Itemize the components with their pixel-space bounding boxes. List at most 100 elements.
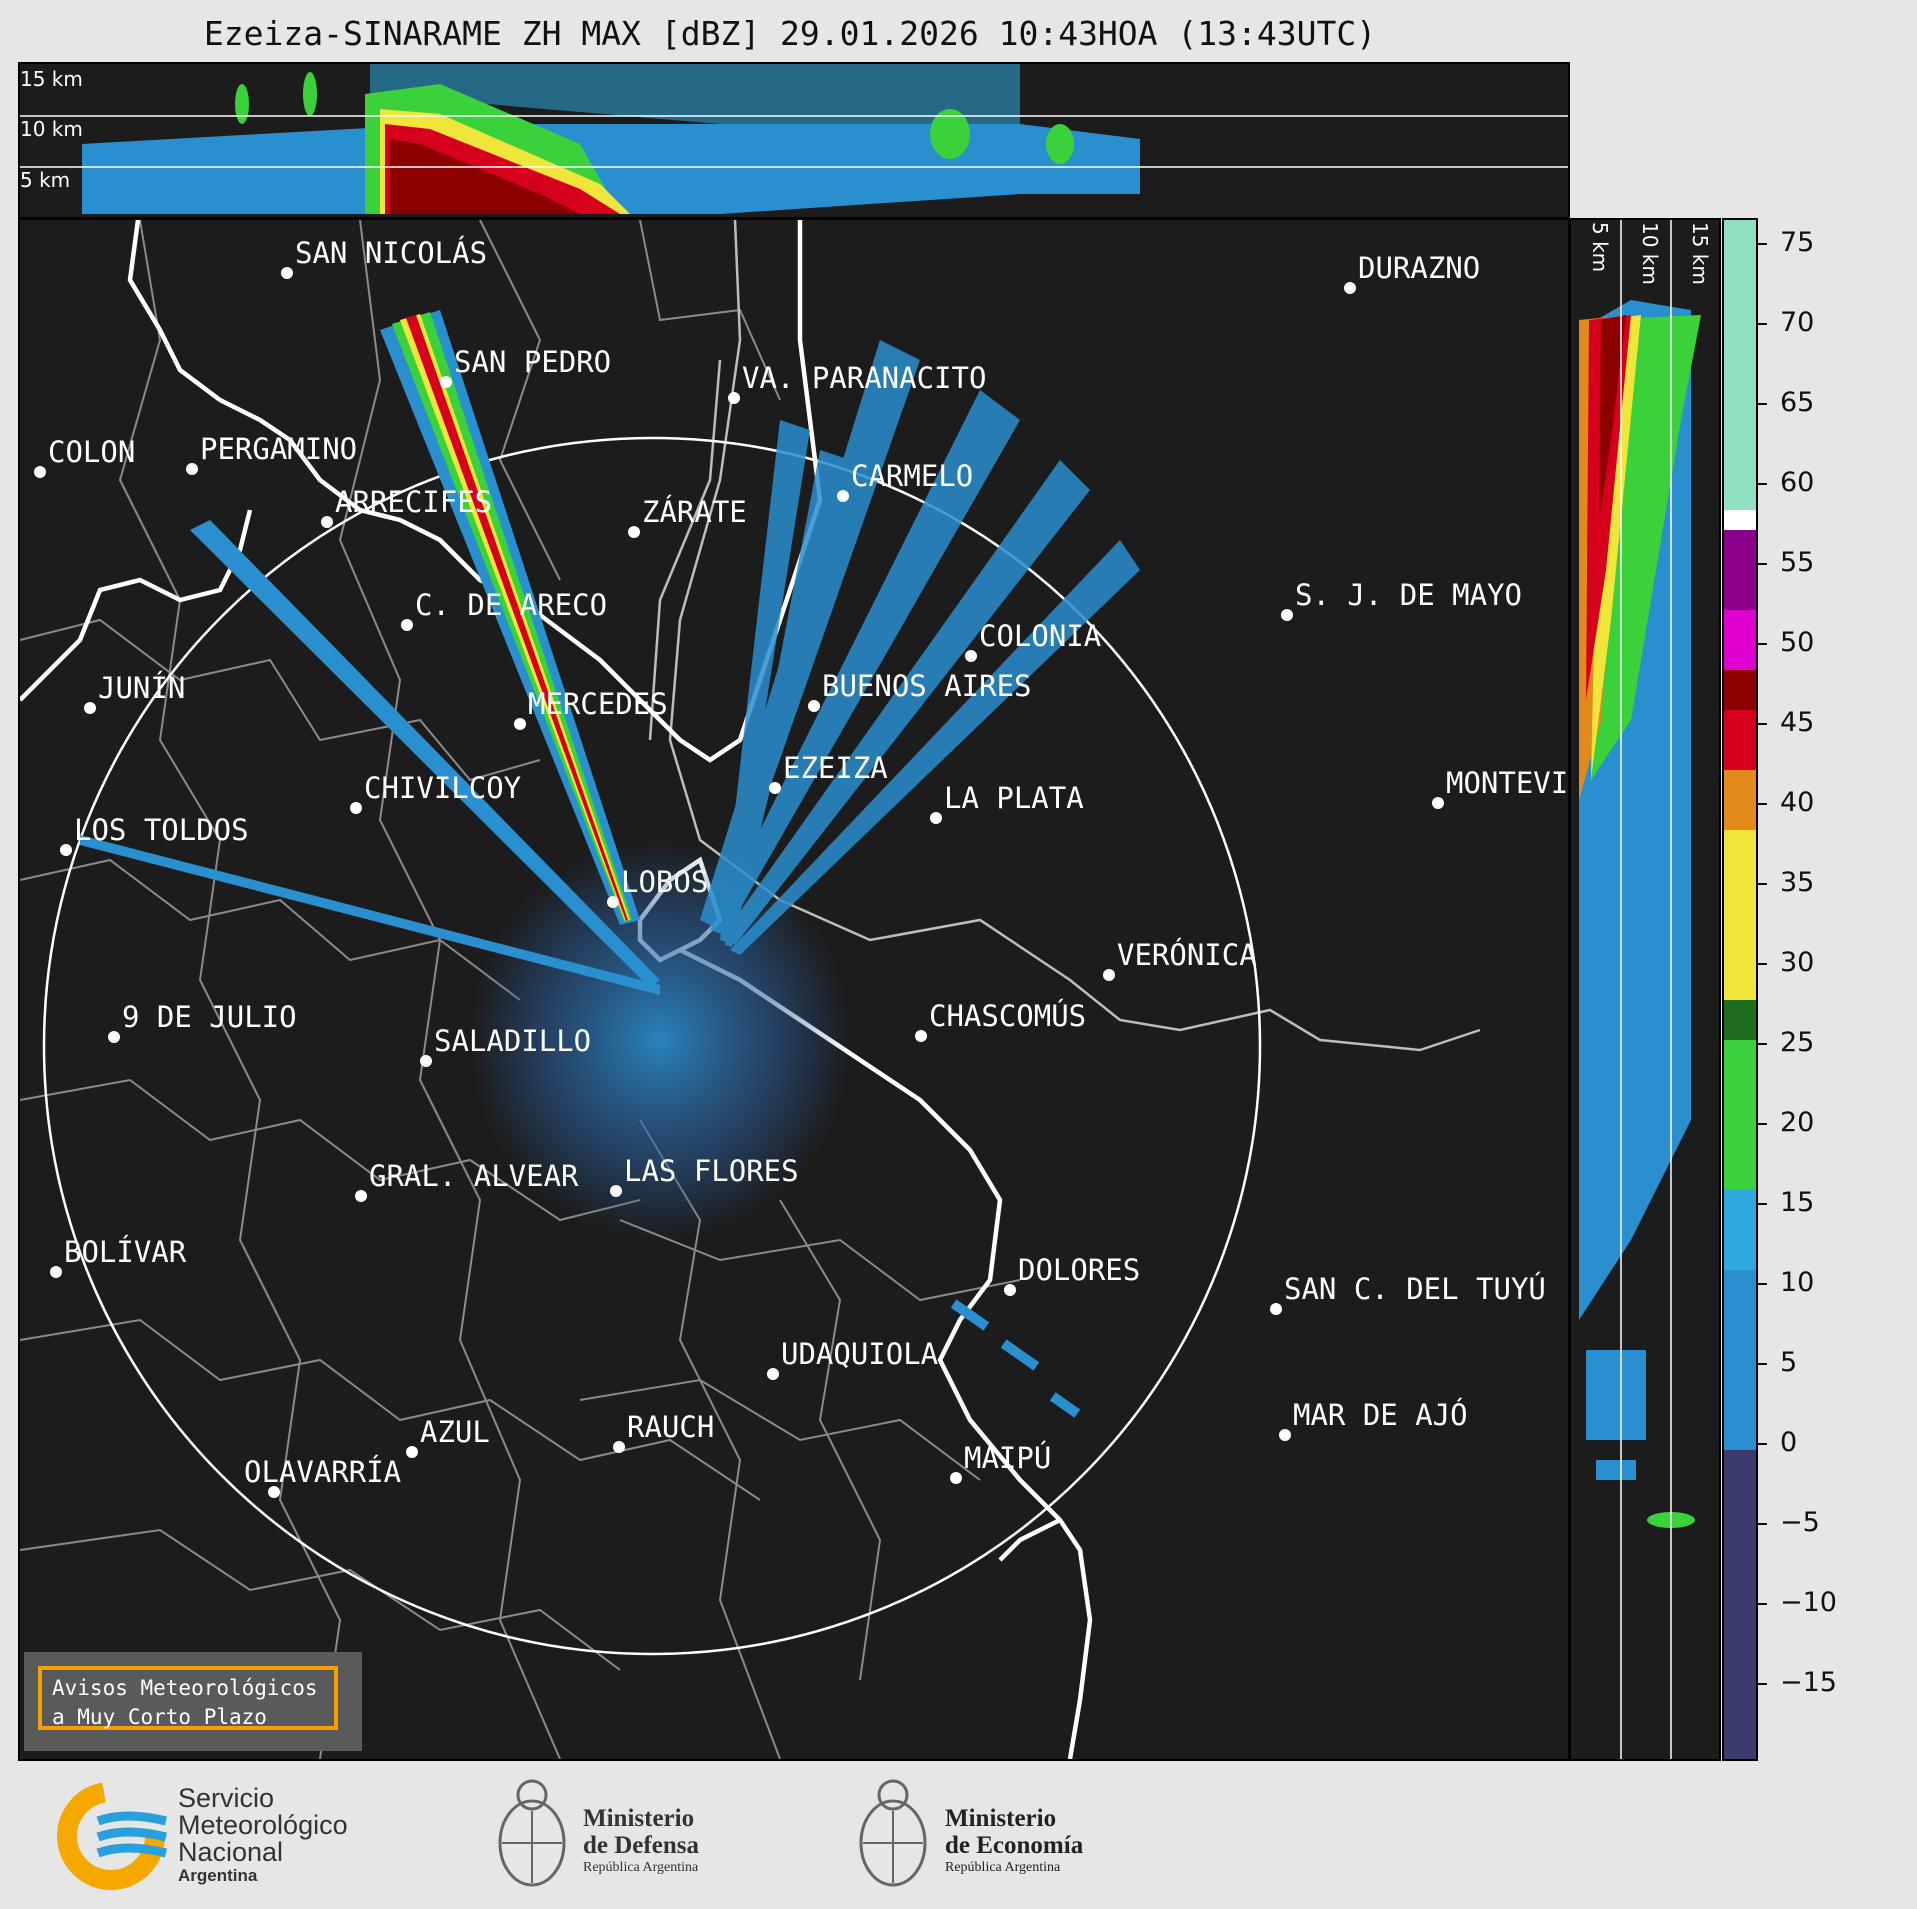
city-dot [1270,1303,1282,1315]
city-dot [808,700,820,712]
city-dot [186,463,198,475]
city-label: COLONIA [979,619,1101,653]
city-label: AZUL [420,1415,490,1449]
side-height-profile: 5 km 10 km 15 km [1569,218,1721,1761]
colorbar-tick-label: 5 [1780,1347,1798,1378]
city-label: MAR DE AJÓ [1293,1398,1468,1432]
warning-line1: Avisos Meteorológicos [52,1676,318,1700]
city-dot [350,802,362,814]
top-height-profile: 15 km 10 km 5 km [18,62,1570,219]
colorbar-tick-label: 15 [1780,1187,1815,1218]
colorbar-tick [1758,1363,1767,1365]
river-lines [648,220,1481,1052]
colorbar-tick-label: −5 [1780,1507,1820,1538]
warning-line2: a Muy Corto Plazo [52,1705,267,1729]
city-dot [321,516,333,528]
echo-line-nw [190,520,660,988]
colorbar-tick-label: 60 [1780,467,1815,498]
city-dot [34,466,46,478]
city-label: PERGAMINO [200,432,357,466]
defensa-seal-icon [498,1779,566,1887]
echo-fan-ne [700,340,1140,955]
city-label: CHIVILCOY [364,771,521,805]
colorbar-tick-label: 40 [1780,787,1815,818]
top-echo-green-spot4 [1046,124,1074,164]
city-label: S. J. DE MAYO [1295,578,1522,612]
colorbar-tick-label: −10 [1780,1587,1837,1618]
smn-line1: Servicio [178,1783,275,1813]
city-label: LAS FLORES [624,1154,799,1188]
colorbar-band [1724,1190,1756,1270]
warning-box[interactable]: Avisos Meteorológicos a Muy Corto Plazo [24,1652,362,1751]
city-label: ZÁRATE [642,495,747,529]
top-label-15km: 15 km [20,67,83,91]
economia-logo-text: Ministerio de Economía República Argenti… [945,1805,1083,1877]
defensa-line3: República Argentina [583,1860,699,1875]
economia-seal-icon [859,1779,927,1887]
top-echo-base [82,124,1140,214]
side-profile-svg: 5 km 10 km 15 km [1579,220,1712,1759]
city-dot [50,1266,62,1278]
city-label: 9 DE JULIO [122,1000,297,1034]
city-label: COLON [48,435,135,469]
colorbar-tick-label: 45 [1780,707,1815,738]
top-echo-green-spot3 [930,109,970,159]
city-dot [950,1472,962,1484]
side-echo-low1 [1586,1350,1646,1440]
city-dot [406,1446,418,1458]
city-label: LA PLATA [944,781,1084,815]
colorbar-tick [1758,723,1767,725]
city-dot [769,782,781,794]
colorbar-tick-label: 10 [1780,1267,1815,1298]
city-label: C. DE ARECO [415,588,607,622]
city-dot [420,1055,432,1067]
colorbar-band [1724,1450,1756,1759]
top-echo-green-spot2 [303,72,317,116]
colorbar-tick [1758,643,1767,645]
city-label: GRAL. ALVEAR [369,1159,579,1193]
colorbar-tick [1758,1443,1767,1445]
smn-logo-icon [57,1782,168,1890]
smn-logo-text: Servicio Meteorológico Nacional Argentin… [178,1785,348,1886]
colorbar-tick [1758,1683,1767,1685]
top-echo-green-spot1 [235,84,249,124]
colorbar-tick-label: 65 [1780,387,1815,418]
city-dot [84,702,96,714]
side-echo-low2 [1596,1460,1636,1480]
city-dot [610,1185,622,1197]
footer-logos: Servicio Meteorológico Nacional Argentin… [0,1761,1917,1909]
city-label: MERCEDES [528,687,668,721]
colorbar-tick [1758,1603,1767,1605]
city-label: UDAQUIOLA [781,1337,938,1371]
colorbar [1722,218,1758,1761]
city-label: MONTEVIDEO [1446,766,1568,800]
colorbar-tick [1758,1523,1767,1525]
city-label: SAN PEDRO [454,345,611,379]
colorbar-tick-label: 35 [1780,867,1815,898]
colorbar-band [1724,1270,1756,1450]
colorbar-tick [1758,403,1767,405]
defensa-line1: Ministerio [583,1805,695,1832]
echo-line-west [80,835,660,995]
warning-link[interactable]: Avisos Meteorológicos a Muy Corto Plazo [38,1666,338,1730]
city-dot [60,844,72,856]
city-label: ARRECIFES [335,485,492,519]
city-dot [514,718,526,730]
city-label: OLAVARRÍA [244,1455,401,1489]
city-dot [915,1030,927,1042]
city-label: BOLÍVAR [64,1235,187,1269]
colorbar-band [1724,670,1756,710]
colorbar-band [1724,220,1756,510]
city-label: DURAZNO [1358,251,1480,285]
colorbar-tick [1758,243,1767,245]
colorbar-tick [1758,1283,1767,1285]
top-label-5km: 5 km [20,168,70,192]
city-label: JUNÍN [98,671,185,705]
city-label: MAIPÚ [964,1441,1051,1475]
city-dot [837,490,849,502]
defensa-line2: de Defensa [583,1832,699,1859]
city-label: VERÓNICA [1117,938,1257,972]
city-dot [628,526,640,538]
city-layer: ROSARIOGUALEGUAYCHÚGUALEGUAYSAN NICOLÁSD… [34,236,1568,1498]
city-dot [728,392,740,404]
